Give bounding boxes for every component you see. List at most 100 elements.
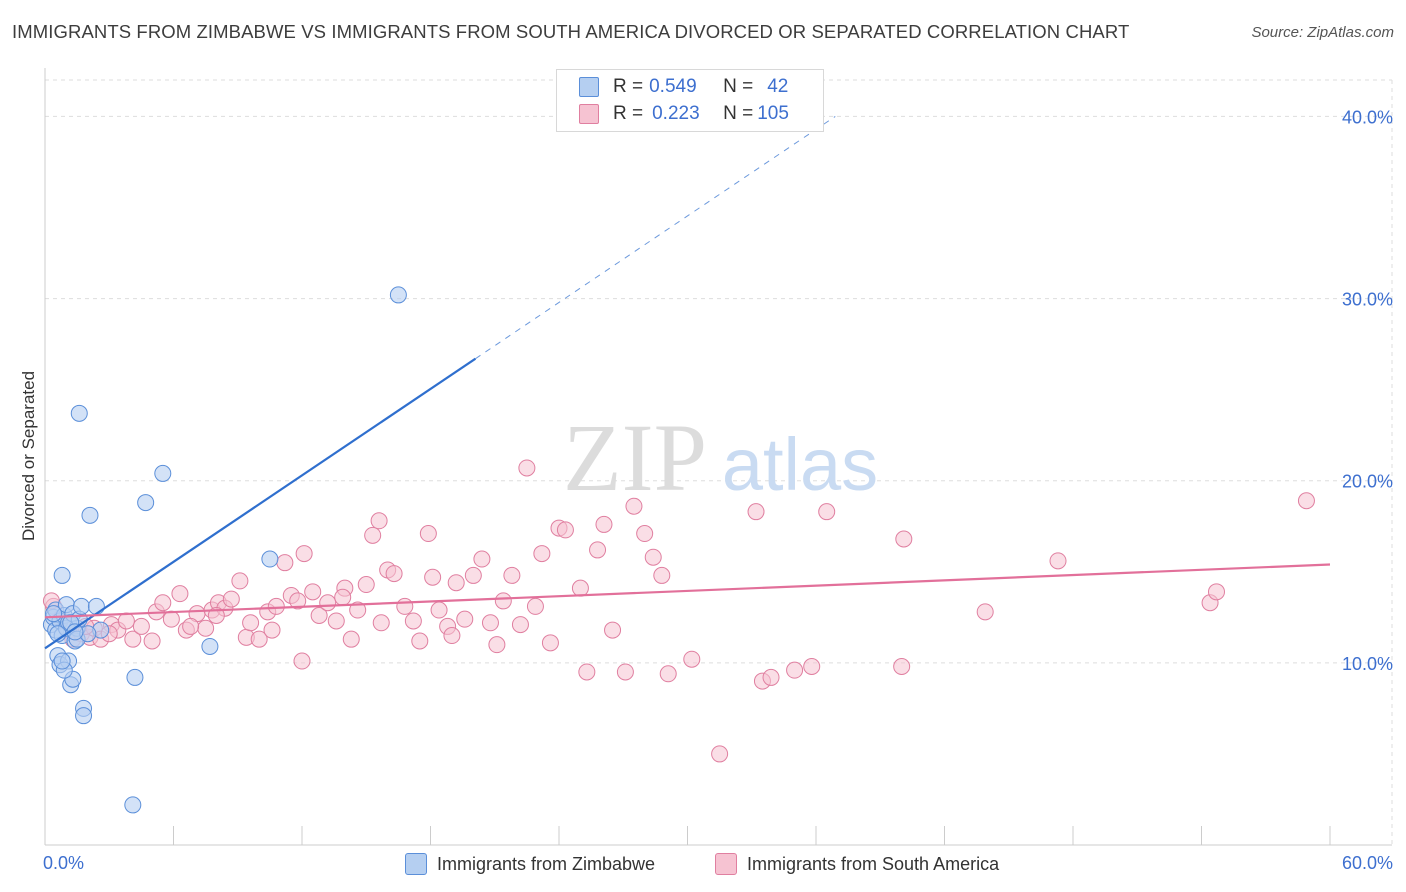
- legend-label-south-america: Immigrants from South America: [747, 853, 1000, 874]
- n-value: 42: [767, 76, 789, 97]
- south-america-point: [222, 590, 240, 608]
- zimbabwe-point: [154, 464, 172, 482]
- zimbabwe-point: [87, 597, 105, 615]
- south-america-point: [334, 588, 352, 606]
- south-america-point: [419, 525, 437, 543]
- south-america-point: [786, 661, 804, 679]
- south-america-point: [231, 572, 249, 590]
- south-america-point: [385, 565, 403, 583]
- south-america-point: [342, 630, 360, 648]
- source-label: Source: ZipAtlas.com: [1251, 24, 1394, 41]
- axes: [44, 68, 1392, 846]
- south-america-point: [541, 634, 559, 652]
- south-america-point: [589, 541, 607, 559]
- south-america-point: [117, 612, 135, 630]
- zimbabwe-point: [201, 637, 219, 655]
- south-america-point: [533, 545, 551, 563]
- n-label: N =: [723, 103, 754, 124]
- r-label: R =: [613, 103, 644, 124]
- south-america-point: [1297, 492, 1315, 510]
- y-tick-label: 40.0%: [1342, 107, 1393, 127]
- south-america-point: [319, 594, 337, 612]
- south-america-point: [327, 612, 345, 630]
- south-america-point: [526, 597, 544, 615]
- south-america-point: [976, 603, 994, 621]
- south-america-point: [818, 503, 836, 521]
- south-america-point: [293, 652, 311, 670]
- south-america-point: [644, 548, 662, 566]
- south-america-point: [625, 497, 643, 515]
- south-america-point: [447, 574, 465, 592]
- south-america-point: [616, 663, 634, 681]
- south-america-point: [762, 668, 780, 686]
- south-america-point: [464, 566, 482, 584]
- watermark: ZIP atlas: [563, 404, 878, 511]
- south-america-point: [595, 515, 613, 533]
- y-axis-title: Divorced or Separated: [19, 370, 38, 542]
- stats-row-zimbabwe: R = 0.549 N = 42: [579, 74, 788, 100]
- stats-box: R = 0.549 N = 42 R = 0.223 N = 105: [556, 69, 824, 132]
- r-value: 0.223: [652, 103, 700, 124]
- south-america-point: [571, 579, 589, 597]
- zimbabwe-points: [42, 286, 407, 814]
- south-america-point: [396, 597, 414, 615]
- south-america-point: [357, 576, 375, 594]
- y-tick-label: 10.0%: [1342, 654, 1393, 674]
- zimbabwe-point: [53, 566, 71, 584]
- zimbabwe-point: [75, 707, 93, 725]
- south-america-point: [443, 627, 461, 645]
- zimbabwe-point: [72, 597, 90, 615]
- zimbabwe-point: [261, 550, 279, 568]
- south-america-point: [488, 636, 506, 654]
- zimbabwe-point: [124, 796, 142, 814]
- south-america-point: [430, 601, 448, 619]
- n-value: 105: [757, 103, 789, 124]
- legend-item-south-america: Immigrants from South America: [715, 851, 999, 877]
- south-america-point: [197, 619, 215, 637]
- legend-item-zimbabwe: Immigrants from Zimbabwe: [405, 851, 655, 877]
- south-america-point: [289, 592, 307, 610]
- south-america-point: [556, 521, 574, 539]
- zimbabwe-point: [45, 605, 63, 623]
- zimbabwe-point: [137, 494, 155, 512]
- legend-label-zimbabwe: Immigrants from Zimbabwe: [437, 853, 656, 874]
- south-america-point: [747, 503, 765, 521]
- r-value: 0.549: [649, 76, 697, 97]
- south-america-point: [250, 630, 268, 648]
- south-america-point: [494, 592, 512, 610]
- south-america-point: [372, 614, 390, 632]
- n-label: N =: [723, 76, 754, 97]
- south-america-point: [518, 459, 536, 477]
- south-america-point: [276, 554, 294, 572]
- zimbabwe-point: [126, 668, 144, 686]
- south-america-point: [473, 550, 491, 568]
- south-america-point: [162, 610, 180, 628]
- south-america-point: [370, 512, 388, 530]
- south-america-point: [604, 621, 622, 639]
- legend-swatch-south-america: [715, 853, 737, 875]
- tick-labels: 10.0% 20.0% 30.0% 40.0% 0.0% 60.0%: [43, 107, 1393, 873]
- watermark-zip: ZIP: [563, 404, 707, 511]
- south-america-point: [154, 594, 172, 612]
- south-america-point: [636, 525, 654, 543]
- south-america-point: [411, 632, 429, 650]
- south-america-point: [267, 597, 285, 615]
- zimbabwe-point: [389, 286, 407, 304]
- south-america-point: [1049, 552, 1067, 570]
- south-america-point: [659, 665, 677, 683]
- south-america-point: [295, 545, 313, 563]
- zimbabwe-point: [53, 652, 71, 670]
- south-america-point: [304, 583, 322, 601]
- south-america-point: [1207, 583, 1225, 601]
- south-america-point: [456, 610, 474, 628]
- south-america-point: [711, 745, 729, 763]
- south-america-point: [310, 607, 328, 624]
- zimbabwe-point: [70, 404, 88, 422]
- south-america-point: [143, 632, 161, 650]
- south-america-point: [132, 617, 150, 635]
- zimbabwe-swatch: [579, 77, 599, 97]
- south-america-point: [653, 566, 671, 584]
- south-america-point: [511, 616, 529, 634]
- south-america-point: [481, 614, 499, 632]
